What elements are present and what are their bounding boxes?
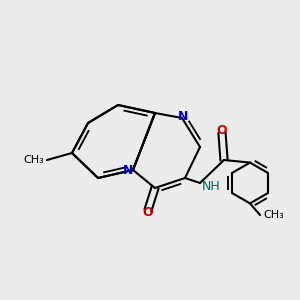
Text: N: N — [123, 164, 134, 176]
Text: O: O — [217, 124, 227, 136]
Text: O: O — [143, 206, 153, 220]
Text: CH₃: CH₃ — [263, 210, 284, 220]
Text: NH: NH — [202, 179, 220, 193]
Text: CH₃: CH₃ — [23, 155, 44, 165]
Text: N: N — [178, 110, 189, 123]
